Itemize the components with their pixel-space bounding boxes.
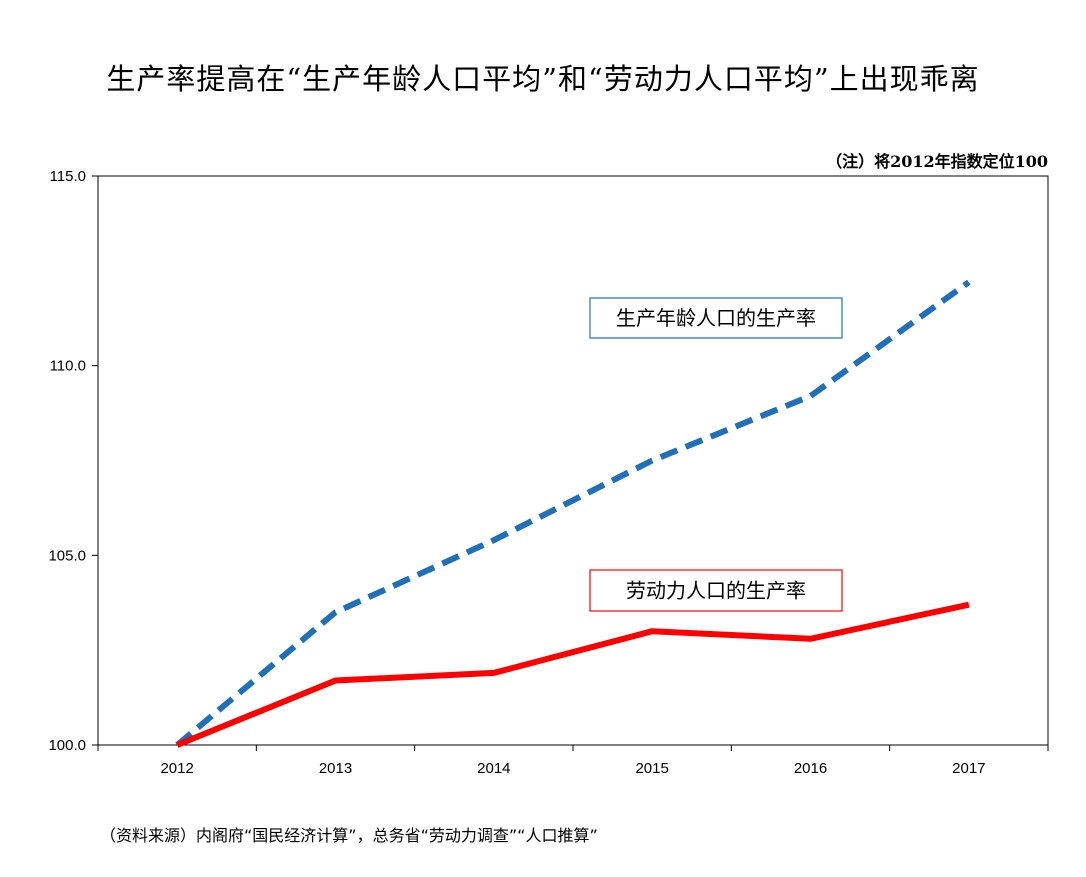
source-note: （资料来源）内阁府“国民经济计算”，总务省“劳动力调查”“人口推算” — [100, 826, 598, 845]
chart-note: （注）将2012年指数定位100 — [826, 152, 1048, 171]
series-label-text: 劳动力人口的生产率 — [626, 579, 806, 603]
series-label-labor-force: 劳动力人口的生产率 — [589, 569, 843, 612]
chart-title: 生产率提高在“生产年龄人口平均”和“劳动力人口平均”上出现乖离 — [106, 62, 980, 96]
y-tick-label: 115.0 — [50, 168, 86, 185]
series-line-labor-force — [176, 601, 970, 748]
x-tick-label: 2016 — [794, 760, 827, 777]
x-tick-label: 2013 — [319, 760, 352, 777]
series-label-text: 生产年龄人口的生产率 — [616, 306, 816, 330]
y-tick-label: 100.0 — [48, 737, 86, 754]
y-tick-label: 110.0 — [50, 358, 86, 375]
series-label-working-age: 生产年龄人口的生产率 — [589, 297, 843, 339]
series-label-box — [589, 569, 843, 612]
x-tick-label: 2015 — [635, 760, 668, 777]
x-tick-label: 2012 — [160, 760, 193, 777]
series-label-box — [589, 297, 843, 339]
x-tick-label: 2017 — [952, 760, 985, 777]
plot-frame — [97, 175, 1049, 746]
y-tick-label: 105.0 — [48, 547, 86, 564]
series-line-working-age — [175, 279, 971, 748]
x-tick-label: 2014 — [477, 760, 510, 777]
